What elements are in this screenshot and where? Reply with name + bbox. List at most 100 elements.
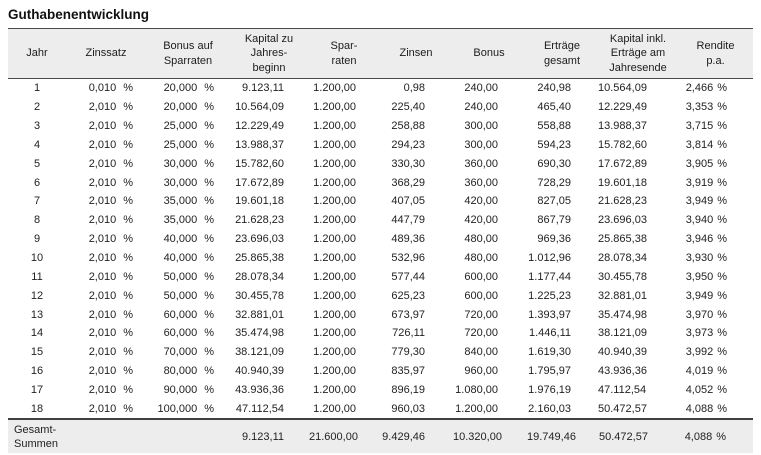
cell-ertraege-gesamt: 867,79 xyxy=(537,214,571,227)
percent-sign: % xyxy=(717,157,727,170)
cell-ertraege-gesamt: 1.795,97 xyxy=(528,365,571,378)
value: 2,010 xyxy=(88,195,117,208)
cell-jahr: 7 xyxy=(33,195,41,208)
cell-ertraege-gesamt: 465,40 xyxy=(537,101,571,114)
cell-bonus-auf-sparraten: 20,000% xyxy=(146,79,230,98)
table-row: 17 2,010% 90,000% 43.936,36 1.200,00 896,19 1.… xyxy=(8,381,753,400)
cell-zinsen: 447,79 xyxy=(391,214,425,227)
value: 2,010 xyxy=(88,214,117,227)
cell-ertraege-gesamt: 969,36 xyxy=(537,233,571,246)
cell-bonus: 300,00 xyxy=(464,120,498,133)
percent-sign: % xyxy=(717,120,727,133)
total-cell-bonus: 10.320,00 xyxy=(452,418,526,454)
cell-bonus: 720,00 xyxy=(464,308,498,321)
cell-kapital-inkl-ertraege: 35.474,98 xyxy=(598,308,647,321)
cell-bonus-auf-sparraten: 80,000% xyxy=(146,362,230,381)
percent-sign: % xyxy=(123,214,133,227)
cell-zinssatz: 2,010% xyxy=(66,98,146,117)
value: 3,946 xyxy=(685,233,714,246)
cell-kapital-inkl-ertraege: 47.112,54 xyxy=(598,383,647,396)
cell-kapital-zu-jahresbeginn: 23.696,03 xyxy=(235,233,284,246)
cell-zinssatz: 2,010% xyxy=(66,192,146,211)
value: 20,000 xyxy=(163,82,198,95)
cell-zinsen: 673,97 xyxy=(391,308,425,321)
value: 4,088 xyxy=(684,430,713,443)
total-cell-ertraege-gesamt: 19.749,46 xyxy=(526,418,598,454)
value: 2,010 xyxy=(88,327,117,340)
percent-sign: % xyxy=(123,346,133,359)
cell-sparraten: 1.200,00 xyxy=(313,383,356,396)
cell-sparraten: 1.200,00 xyxy=(313,176,356,189)
cell-zinssatz: 2,010% xyxy=(66,211,146,230)
cell-kapital-zu-jahresbeginn: 35.474,98 xyxy=(235,327,284,340)
cell-bonus: 960,00 xyxy=(464,365,498,378)
percent-sign: % xyxy=(204,138,214,151)
cell-rendite-pa: 3,970% xyxy=(678,305,753,324)
cell-kapital-zu-jahresbeginn: 38.121,09 xyxy=(235,346,284,359)
cell-bonus: 480,00 xyxy=(464,252,498,265)
cell-bonus: 1.080,00 xyxy=(455,383,498,396)
cell-rendite-pa: 4,019% xyxy=(678,362,753,381)
cell-bonus: 600,00 xyxy=(464,289,498,302)
percent-sign: % xyxy=(123,195,133,208)
value: 3,930 xyxy=(685,252,714,265)
value: 70,000 xyxy=(163,346,198,359)
percent-sign: % xyxy=(716,430,726,443)
percent-sign: % xyxy=(123,252,133,265)
col-header-zinsen: Zinsen xyxy=(380,28,452,79)
cell-jahr: 3 xyxy=(33,120,41,133)
value: 100,000 xyxy=(157,402,198,415)
cell-rendite-pa: 4,088% xyxy=(678,399,753,419)
totals-row: Gesamt- Summen 9.123,11 21.600,00 9.429,46 1… xyxy=(8,418,753,454)
cell-rendite-pa: 3,715% xyxy=(678,117,753,136)
percent-sign: % xyxy=(123,120,133,133)
value: 25,000 xyxy=(163,138,198,151)
percent-sign: % xyxy=(717,176,727,189)
total-cell-bonus-auf-sparraten xyxy=(146,418,230,454)
value: 2,010 xyxy=(88,402,117,415)
cell-ertraege-gesamt: 558,88 xyxy=(537,120,571,133)
cell-sparraten: 1.200,00 xyxy=(313,101,356,114)
percent-sign: % xyxy=(123,365,133,378)
cell-ertraege-gesamt: 1.225,23 xyxy=(528,289,571,302)
cell-zinsen: 779,30 xyxy=(391,346,425,359)
cell-zinssatz: 2,010% xyxy=(66,136,146,155)
value: 0,010 xyxy=(88,82,117,95)
percent-sign: % xyxy=(717,289,727,302)
value: 2,010 xyxy=(88,120,117,133)
cell-sparraten: 1.200,00 xyxy=(313,120,356,133)
value: 90,000 xyxy=(163,383,198,396)
percent-sign: % xyxy=(123,82,133,95)
value: 50,000 xyxy=(163,289,198,302)
cell-bonus: 600,00 xyxy=(464,270,498,283)
percent-sign: % xyxy=(123,101,133,114)
percent-sign: % xyxy=(717,101,727,114)
percent-sign: % xyxy=(204,157,214,170)
percent-sign: % xyxy=(123,383,133,396)
cell-zinssatz: 2,010% xyxy=(66,267,146,286)
cell-zinssatz: 2,010% xyxy=(66,305,146,324)
value: 2,010 xyxy=(88,365,117,378)
cell-zinssatz: 2,010% xyxy=(66,286,146,305)
table-row: 15 2,010% 70,000% 38.121,09 1.200,00 779,30 84… xyxy=(8,343,753,362)
cell-sparraten: 1.200,00 xyxy=(313,233,356,246)
cell-kapital-inkl-ertraege: 12.229,49 xyxy=(598,101,647,114)
percent-sign: % xyxy=(123,176,133,189)
percent-sign: % xyxy=(204,82,214,95)
cell-zinsen: 330,30 xyxy=(391,157,425,170)
cell-zinssatz: 2,010% xyxy=(66,249,146,268)
cell-kapital-inkl-ertraege: 38.121,09 xyxy=(598,327,647,340)
cell-ertraege-gesamt: 240,98 xyxy=(537,82,571,95)
cell-kapital-inkl-ertraege: 50.472,57 xyxy=(598,402,647,415)
value: 3,940 xyxy=(685,214,714,227)
cell-zinsen: 960,03 xyxy=(391,402,425,415)
cell-sparraten: 1.200,00 xyxy=(313,214,356,227)
cell-bonus-auf-sparraten: 50,000% xyxy=(146,267,230,286)
cell-jahr: 18 xyxy=(30,402,44,415)
guthaben-table: Jahr Zinssatz Bonus auf Sparraten Kapital z… xyxy=(8,28,753,454)
cell-zinssatz: 2,010% xyxy=(66,362,146,381)
percent-sign: % xyxy=(123,308,133,321)
cell-zinssatz: 2,010% xyxy=(66,117,146,136)
value: 40,000 xyxy=(163,252,198,265)
percent-sign: % xyxy=(204,214,214,227)
